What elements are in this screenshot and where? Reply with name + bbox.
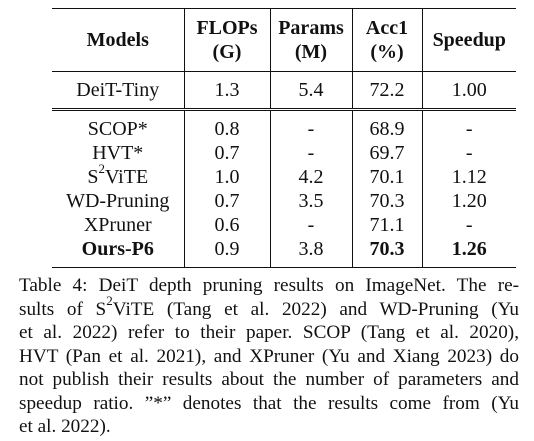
table-row-baseline: DeiT-Tiny 1.3 5.4 72.2 1.00 [52, 71, 516, 110]
header-speedup: Speedup [421, 8, 516, 72]
cell-flops: 0.9 [183, 237, 270, 268]
cell-params: - [269, 141, 352, 165]
cell-acc1: 69.7 [351, 141, 422, 165]
caption-line: et al. 2022) refer to their paper. SCOP … [19, 322, 519, 343]
caption-line: not publish their results about the numb… [19, 369, 519, 390]
table-row: XPruner 0.6 - 71.1 - [52, 213, 516, 237]
header-acc1: Acc1 (%) [351, 8, 422, 72]
cell-flops: 1.0 [183, 165, 270, 189]
header-params: Params (M) [269, 8, 352, 72]
cell-speedup: - [421, 213, 516, 237]
cell-acc1: 71.1 [351, 213, 422, 237]
results-table-container: Models FLOPs (G) Params (M) Acc1 (%) Spe… [52, 8, 516, 268]
header-models: Models [86, 29, 149, 51]
cell-speedup: - [421, 109, 516, 141]
cell-params: - [269, 109, 352, 141]
cell-flops: 0.8 [183, 109, 270, 141]
table-header-row: Models FLOPs (G) Params (M) Acc1 (%) Spe… [52, 8, 516, 72]
table-caption: Table 4: DeiT depth pruning results on I… [19, 274, 519, 439]
cell-model: S2ViTE [87, 161, 149, 188]
caption-line: sults of S2ViTE (Tang et al. 2022) and W… [19, 293, 519, 320]
table-row: S2ViTE 1.0 4.2 70.1 1.12 [52, 161, 516, 189]
results-table: Models FLOPs (G) Params (M) Acc1 (%) Spe… [52, 8, 516, 268]
cell-params: 4.2 [269, 165, 352, 189]
cell-model: Ours-P6 [81, 238, 154, 260]
cell-model: XPruner [83, 214, 152, 236]
cell-acc1: 68.9 [351, 109, 422, 141]
cell-acc1: 70.3 [351, 189, 422, 213]
table-row: HVT* 0.7 - 69.7 - [52, 141, 516, 165]
table-row: WD-Pruning 0.7 3.5 70.3 1.20 [52, 189, 516, 213]
cell-model: WD-Pruning [66, 190, 170, 212]
cell-flops: 1.3 [183, 71, 270, 110]
cell-model: HVT* [92, 142, 144, 164]
cell-speedup: - [421, 141, 516, 165]
caption-line: Table 4: DeiT depth pruning results on I… [19, 275, 519, 296]
cell-speedup: 1.00 [421, 71, 516, 110]
caption-line: HVT (Pan et al. 2021), and XPruner (Yu a… [19, 345, 519, 367]
cell-flops: 0.7 [183, 189, 270, 213]
caption-line: et al. 2022). [19, 416, 111, 437]
table-row-ours: Ours-P6 0.9 3.8 70.3 1.26 [52, 237, 516, 268]
cell-acc1: 70.1 [351, 165, 422, 189]
cell-params: 3.5 [269, 189, 352, 213]
cell-model: SCOP* [87, 118, 148, 140]
cell-speedup: 1.12 [421, 165, 516, 189]
cell-model: DeiT-Tiny [76, 79, 160, 101]
cell-acc1: 72.2 [351, 71, 422, 110]
cell-speedup: 1.20 [421, 189, 516, 213]
cell-params: 3.8 [269, 237, 352, 268]
cell-params: 5.4 [269, 71, 352, 110]
cell-speedup: 1.26 [421, 237, 516, 268]
header-flops: FLOPs (G) [183, 8, 270, 72]
cell-acc1: 70.3 [351, 237, 422, 268]
cell-params: - [269, 213, 352, 237]
cell-flops: 0.6 [183, 213, 270, 237]
caption-line: speedup ratio. ”*” denotes that the resu… [19, 392, 519, 414]
table-row: SCOP* 0.8 - 68.9 - [52, 109, 516, 141]
cell-flops: 0.7 [183, 141, 270, 165]
